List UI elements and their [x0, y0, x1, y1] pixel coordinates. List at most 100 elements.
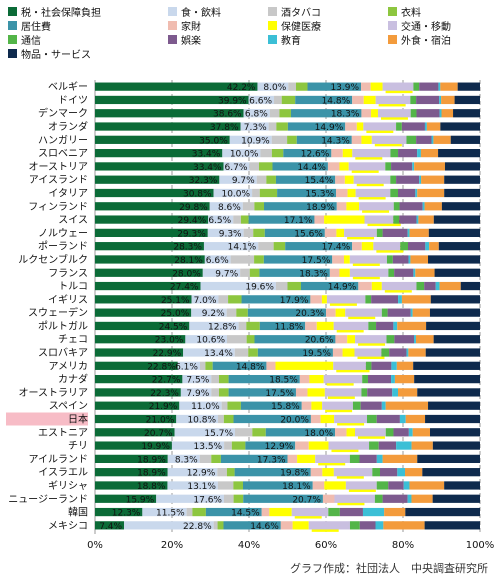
bar-segment [439, 281, 461, 291]
bar-segment [390, 175, 397, 184]
bar-segment [410, 109, 417, 118]
x-tick-label: 20% [161, 540, 183, 551]
bar-segment [307, 82, 362, 91]
bar-segment [361, 82, 371, 91]
bar-segment [352, 95, 364, 105]
data-label: 18.3% [299, 269, 328, 279]
category-label: ルクセンブルク [18, 253, 88, 266]
bar-segment [457, 82, 480, 91]
bar-segment [434, 268, 480, 277]
bar-segment [252, 188, 260, 198]
category-label: イギリス [48, 294, 88, 306]
bar-segment [174, 428, 235, 437]
bar-segment [433, 135, 451, 144]
legend-item: 食・飲料 [168, 4, 221, 19]
bar-segment [95, 202, 210, 211]
bar-segment [213, 521, 218, 530]
bar-segment [377, 109, 411, 118]
bar-segment [241, 295, 311, 304]
bar-segment [370, 82, 383, 91]
bar-segment [414, 162, 445, 171]
category-label: スロベニア [38, 148, 88, 160]
bar-segment [381, 281, 417, 291]
bar-segment [405, 507, 480, 517]
bar-segment [295, 95, 353, 105]
data-label: 15.3% [305, 190, 334, 200]
bar-segment [183, 348, 235, 357]
bar-segment [218, 295, 229, 304]
bar-segment [295, 441, 309, 450]
bar-segment [394, 335, 414, 344]
bar-segment [444, 162, 480, 171]
bar-segment [248, 215, 315, 224]
bar-segment [425, 242, 430, 251]
bar-segment [243, 494, 323, 503]
bar-segment [349, 268, 389, 277]
bar-segment [376, 414, 400, 424]
bar-segment [412, 162, 415, 171]
bar-segment [367, 388, 393, 397]
bar-segment [167, 468, 218, 477]
bar-segment [333, 468, 373, 477]
bar-segment [240, 401, 302, 410]
bar-segment [355, 428, 386, 437]
bar-segment [431, 135, 434, 144]
bar-segment [228, 388, 296, 397]
x-tick-label: 0% [87, 540, 103, 551]
bar-segment [407, 494, 412, 503]
bar-segment [362, 374, 368, 384]
bar-segment [95, 321, 190, 331]
bar-segment [355, 188, 391, 198]
bar-segment [327, 162, 340, 171]
bar-segment [292, 521, 309, 530]
bar-segment [413, 268, 416, 277]
bar-segment [95, 308, 192, 317]
bar-segment [247, 308, 326, 317]
bar-segment [204, 255, 231, 264]
data-label: 9.2% [202, 309, 225, 319]
category-label: エストニア [38, 428, 88, 439]
data-label: 29.8% [179, 203, 208, 213]
bar-segment [167, 481, 218, 490]
data-label: 15.4% [305, 176, 334, 186]
bar-segment [408, 348, 426, 357]
bar-segment [430, 295, 480, 304]
bar-segment [95, 228, 208, 238]
bar-segment [364, 215, 394, 224]
category-label: デンマーク [38, 107, 88, 120]
bar-segment [243, 109, 270, 118]
legend-item: 居住費 [8, 18, 51, 33]
data-label: 12.8% [208, 322, 237, 332]
category-label: スペイン [49, 401, 88, 412]
bar-segment [361, 388, 368, 397]
bar-segment [397, 388, 418, 397]
bar-segment [235, 428, 253, 437]
bar-segment [297, 454, 316, 464]
bar-segment [439, 109, 442, 118]
bar-segment [316, 321, 334, 331]
legend-item: 家財 [168, 18, 201, 33]
bar-segment [211, 388, 219, 397]
bar-segment [221, 401, 228, 410]
bar-segment [421, 175, 445, 184]
data-label: 22.9% [153, 349, 182, 359]
data-label: 11.8% [275, 322, 304, 332]
bar-segment [310, 414, 321, 424]
bar-segment [95, 521, 125, 530]
bar-segment [124, 521, 214, 530]
bar-segment [382, 494, 408, 503]
bar-segment [440, 122, 480, 131]
bar-segment [428, 228, 480, 238]
bar-segment [326, 295, 366, 304]
data-label: 6.7% [225, 163, 248, 173]
bar-segment [217, 521, 224, 530]
category-label: ポーランド [38, 241, 88, 253]
bar-segment [411, 441, 433, 450]
data-label: 18.1% [282, 482, 311, 492]
data-label: 29.3% [177, 229, 206, 239]
legend-swatch [168, 35, 177, 44]
data-label: 28.0% [172, 269, 201, 279]
bar-segment [189, 321, 239, 331]
category-label: トルコ [58, 282, 88, 293]
bar-segment [95, 468, 168, 477]
